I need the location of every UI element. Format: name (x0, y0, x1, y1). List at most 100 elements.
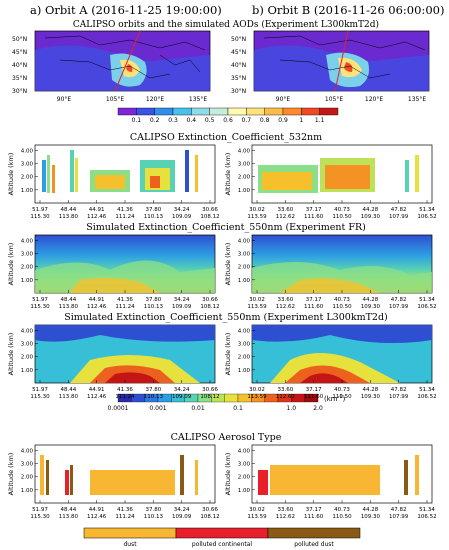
x-tick-label-lat: 34.24 (174, 297, 190, 303)
x-tick-label-lon: 111.24 (115, 214, 135, 220)
x-tick-label-lon: 108.12 (200, 214, 219, 220)
aod-colorbar-label: 1.1 (315, 117, 325, 124)
y-tick-label: 1.00 (21, 188, 34, 194)
x-tick-label-lon: 111.60 (304, 304, 324, 310)
x-tick-label-lon: 109.09 (172, 514, 192, 520)
calipso-ext-title: CALIPSO Extinction_Coefficient_532nm (130, 132, 322, 143)
x-tick-label-lon: 111.60 (304, 514, 324, 520)
x-tick-label-lat: 34.24 (174, 387, 190, 393)
x-tick-label-lat: 48.44 (60, 387, 76, 393)
y-axis-label: Altitude (km) (224, 453, 232, 496)
aod-colorbar-swatch (154, 107, 174, 116)
y-tick-label: 4.00 (238, 328, 251, 334)
lon-label: 120°E (365, 96, 383, 103)
aerosol-legend-swatch (83, 527, 177, 539)
aerosol-legend: dust polluted continental polluted dust (83, 527, 361, 548)
y-tick-label: 2.00 (21, 265, 34, 271)
x-tick-label-lat: 30.66 (202, 297, 218, 303)
y-axis-label: Altitude (km) (7, 153, 15, 196)
y-tick-label: 3.00 (21, 251, 34, 257)
x-tick-label-lon: 115.30 (30, 514, 50, 520)
lat-label: 40°N (12, 62, 27, 69)
lat-label: 35°N (231, 75, 246, 82)
x-tick-label-lon: 108.12 (200, 304, 219, 310)
sim-l300-title: Simulated Extinction_Coefficient_550nm (… (64, 312, 388, 323)
y-axis-label: Altitude (km) (7, 333, 15, 376)
x-tick-label-lon: 109.09 (172, 214, 192, 220)
sim-fr-b (251, 234, 433, 294)
aerosol-legend-label: polluted dust (294, 541, 334, 548)
x-tick-label-lat: 34.24 (174, 207, 190, 213)
x-tick-label-lat: 40.73 (334, 297, 350, 303)
aod-colorbar-swatch (227, 107, 247, 116)
aod-colorbar-swatch (282, 107, 302, 116)
lon-label: 135°E (408, 96, 426, 103)
y-tick-label: 4.00 (238, 148, 251, 154)
sim-l300-b (251, 324, 433, 384)
ext-colorbar-swatch (304, 393, 319, 403)
lat-label: 50°N (12, 36, 27, 43)
x-tick-label-lat: 44.91 (89, 507, 105, 513)
x-tick-label-lat: 47.82 (391, 387, 407, 393)
aerosol-type-title: CALIPSO Aerosol Type (171, 432, 282, 443)
x-tick-label-lat: 33.60 (277, 507, 293, 513)
x-tick-label-lat: 44.91 (89, 387, 105, 393)
x-tick-label-lon: 112.46 (87, 514, 107, 520)
x-tick-label-lat: 30.66 (202, 507, 218, 513)
aod-colorbar: 0.1 0.2 0.3 0.4 0.5 0.6 0.7 0.8 0.9 1 1.1 (117, 107, 339, 124)
x-tick-label-lat: 48.44 (60, 507, 76, 513)
map-a-lat-labels: 50°N 45°N 40°N 35°N 30°N (12, 36, 27, 95)
x-tick-label-lat: 37.17 (306, 297, 322, 303)
y-tick-label: 3.00 (238, 341, 251, 347)
x-tick-label-lon: 107.99 (389, 514, 409, 520)
x-tick-label-lon: 106.52 (417, 304, 436, 310)
lat-label: 50°N (231, 36, 246, 43)
x-tick-label-lat: 48.44 (60, 207, 76, 213)
x-tick-label-lon: 113.80 (59, 304, 79, 310)
y-tick-label: 3.00 (21, 161, 34, 167)
aod-colorbar-swatch (319, 107, 339, 116)
x-tick-label-lat: 51.34 (419, 387, 435, 393)
x-tick-label-lat: 44.91 (89, 297, 105, 303)
x-tick-label-lon: 111.60 (304, 214, 324, 220)
x-tick-label-lat: 30.02 (249, 387, 265, 393)
map-b-lon-labels: 90°E 105°E 120°E 135°E (276, 96, 427, 103)
lon-label: 105°E (106, 96, 124, 103)
x-tick-label-lon: 113.59 (247, 304, 267, 310)
x-tick-label-lon: 112.62 (276, 304, 295, 310)
x-tick-label-lon: 110.50 (332, 214, 352, 220)
extinction-colorbar: 0.0001 0.001 0.01 0.1 1.0 2.0(km-1) (108, 393, 346, 412)
x-tick-label-lon: 113.80 (59, 394, 79, 400)
x-tick-label-lat: 47.82 (391, 297, 407, 303)
x-tick-label-lon: 109.30 (361, 304, 381, 310)
y-tick-label: 3.00 (21, 341, 34, 347)
orbit-b-title: b) Orbit B (2016-11-26 06:00:00) (252, 3, 444, 17)
aerosol-type-a (34, 444, 216, 504)
y-tick-label: 1.00 (238, 188, 251, 194)
sim-fr-title: Simulated Extinction_Coefficient_550nm (… (86, 222, 366, 233)
ext-colorbar-label: 0.0001 (108, 405, 129, 412)
x-tick-label-lat: 41.36 (117, 207, 133, 213)
x-tick-label-lon: 107.99 (389, 304, 409, 310)
aod-colorbar-swatch (172, 107, 192, 116)
x-tick-label-lat: 44.28 (362, 507, 378, 513)
lon-label: 90°E (57, 96, 72, 103)
x-tick-label-lon: 106.52 (417, 394, 436, 400)
aerosol-legend-label: polluted continental (192, 541, 252, 548)
lon-label: 105°E (325, 96, 343, 103)
x-tick-label-lon: 110.13 (144, 514, 164, 520)
aod-colorbar-swatch (301, 107, 320, 116)
lat-label: 45°N (231, 49, 246, 56)
y-axis-label: Altitude (km) (7, 243, 15, 286)
sim-fr-a (34, 234, 216, 294)
y-tick-label: 4.00 (238, 448, 251, 454)
x-tick-label-lon: 112.46 (87, 214, 107, 220)
x-tick-label-lon: 113.59 (247, 514, 267, 520)
x-tick-label-lat: 30.02 (249, 207, 265, 213)
x-tick-label-lon: 110.50 (332, 394, 352, 400)
x-tick-label-lat: 33.60 (277, 207, 293, 213)
x-tick-label-lat: 44.28 (362, 297, 378, 303)
aod-colorbar-label: 0.6 (223, 117, 233, 124)
x-tick-label-lon: 109.09 (172, 394, 192, 400)
